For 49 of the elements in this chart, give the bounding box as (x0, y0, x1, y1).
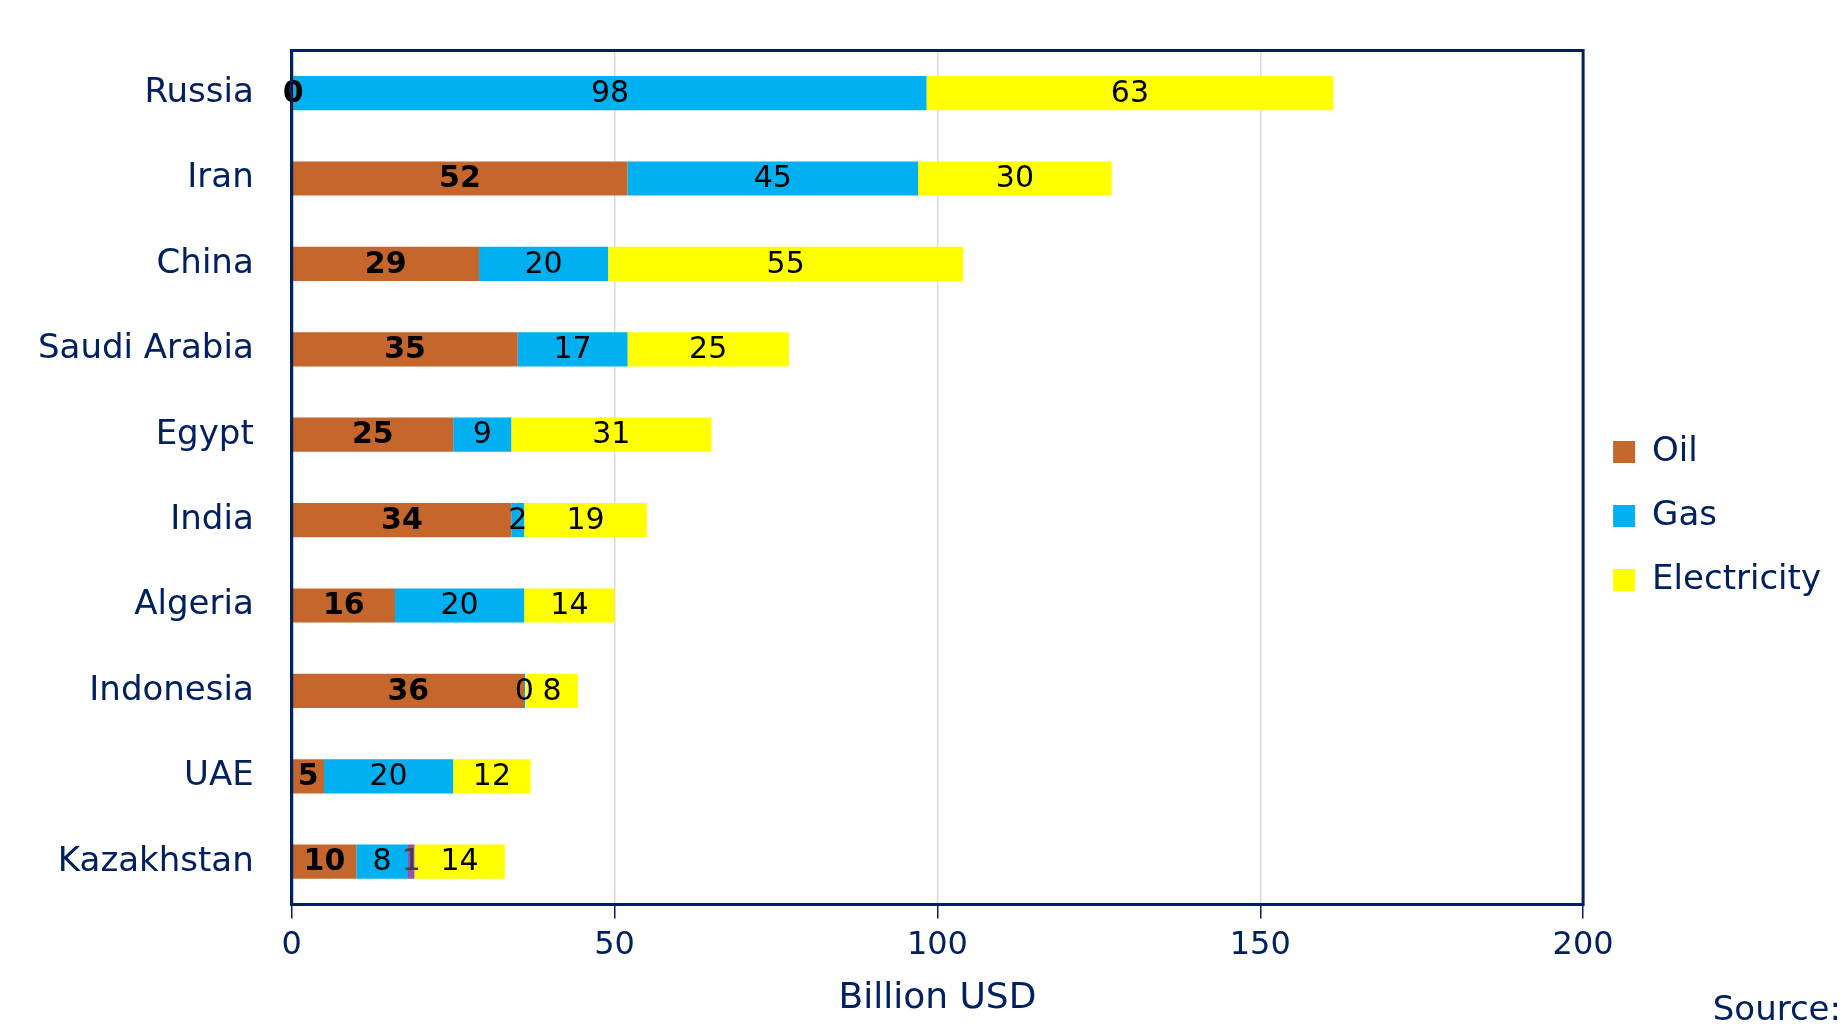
data-label: 9 (472, 415, 492, 451)
data-label: 16 (322, 586, 365, 622)
data-label: 34 (381, 500, 423, 536)
data-label: 25 (351, 415, 394, 451)
data-label: 14 (550, 586, 589, 622)
data-label: 52 (439, 159, 481, 195)
y-tick-label: Kazakhstan (57, 838, 254, 879)
x-tick-label: 150 (1229, 923, 1291, 962)
data-label: 14 (440, 842, 479, 878)
y-tick-label: Russia (144, 69, 254, 110)
data-label: 19 (566, 500, 605, 536)
y-tick-label: Iran (187, 155, 254, 196)
data-label: 36 (387, 671, 430, 707)
x-tick-label: 200 (1552, 923, 1614, 962)
data-label: 29 (364, 244, 407, 280)
data-label: 45 (753, 159, 792, 195)
data-label: 20 (440, 586, 479, 622)
y-tick-label: UAE (184, 753, 254, 794)
legend-label: Electricity (1652, 556, 1821, 597)
y-tick-label: Indonesia (89, 667, 254, 708)
data-label: 98 (591, 73, 630, 109)
data-label: 5 (297, 757, 319, 793)
data-label: 25 (689, 330, 728, 366)
x-tick-label: 0 (281, 923, 302, 962)
data-label: 17 (553, 330, 592, 366)
y-tick-label: India (170, 496, 254, 537)
data-label: 31 (592, 415, 631, 451)
data-label: 1 (401, 842, 421, 878)
legend-label: Oil (1652, 428, 1698, 469)
x-axis-title: Billion USD (838, 974, 1037, 1016)
data-label: 55 (766, 244, 805, 280)
data-label: 35 (384, 330, 426, 366)
y-tick-label: Egypt (155, 411, 254, 452)
y-tick-label: China (156, 240, 254, 281)
data-label: 63 (1110, 73, 1149, 109)
data-label: 20 (369, 757, 408, 793)
data-label: 20 (524, 244, 563, 280)
x-tick-label: 100 (906, 923, 968, 962)
data-label: 0 (514, 671, 534, 707)
y-tick-label: Saudi Arabia (37, 326, 254, 367)
data-label: 8 (372, 842, 392, 878)
source-note: Source: (1712, 988, 1841, 1028)
data-label: 10 (303, 842, 346, 878)
x-tick-label: 50 (594, 923, 635, 962)
data-label: 12 (472, 757, 511, 793)
data-label: 8 (542, 671, 562, 707)
legend-label: Gas (1652, 492, 1718, 533)
data-label: 30 (995, 159, 1034, 195)
y-tick-label: Algeria (134, 582, 254, 623)
